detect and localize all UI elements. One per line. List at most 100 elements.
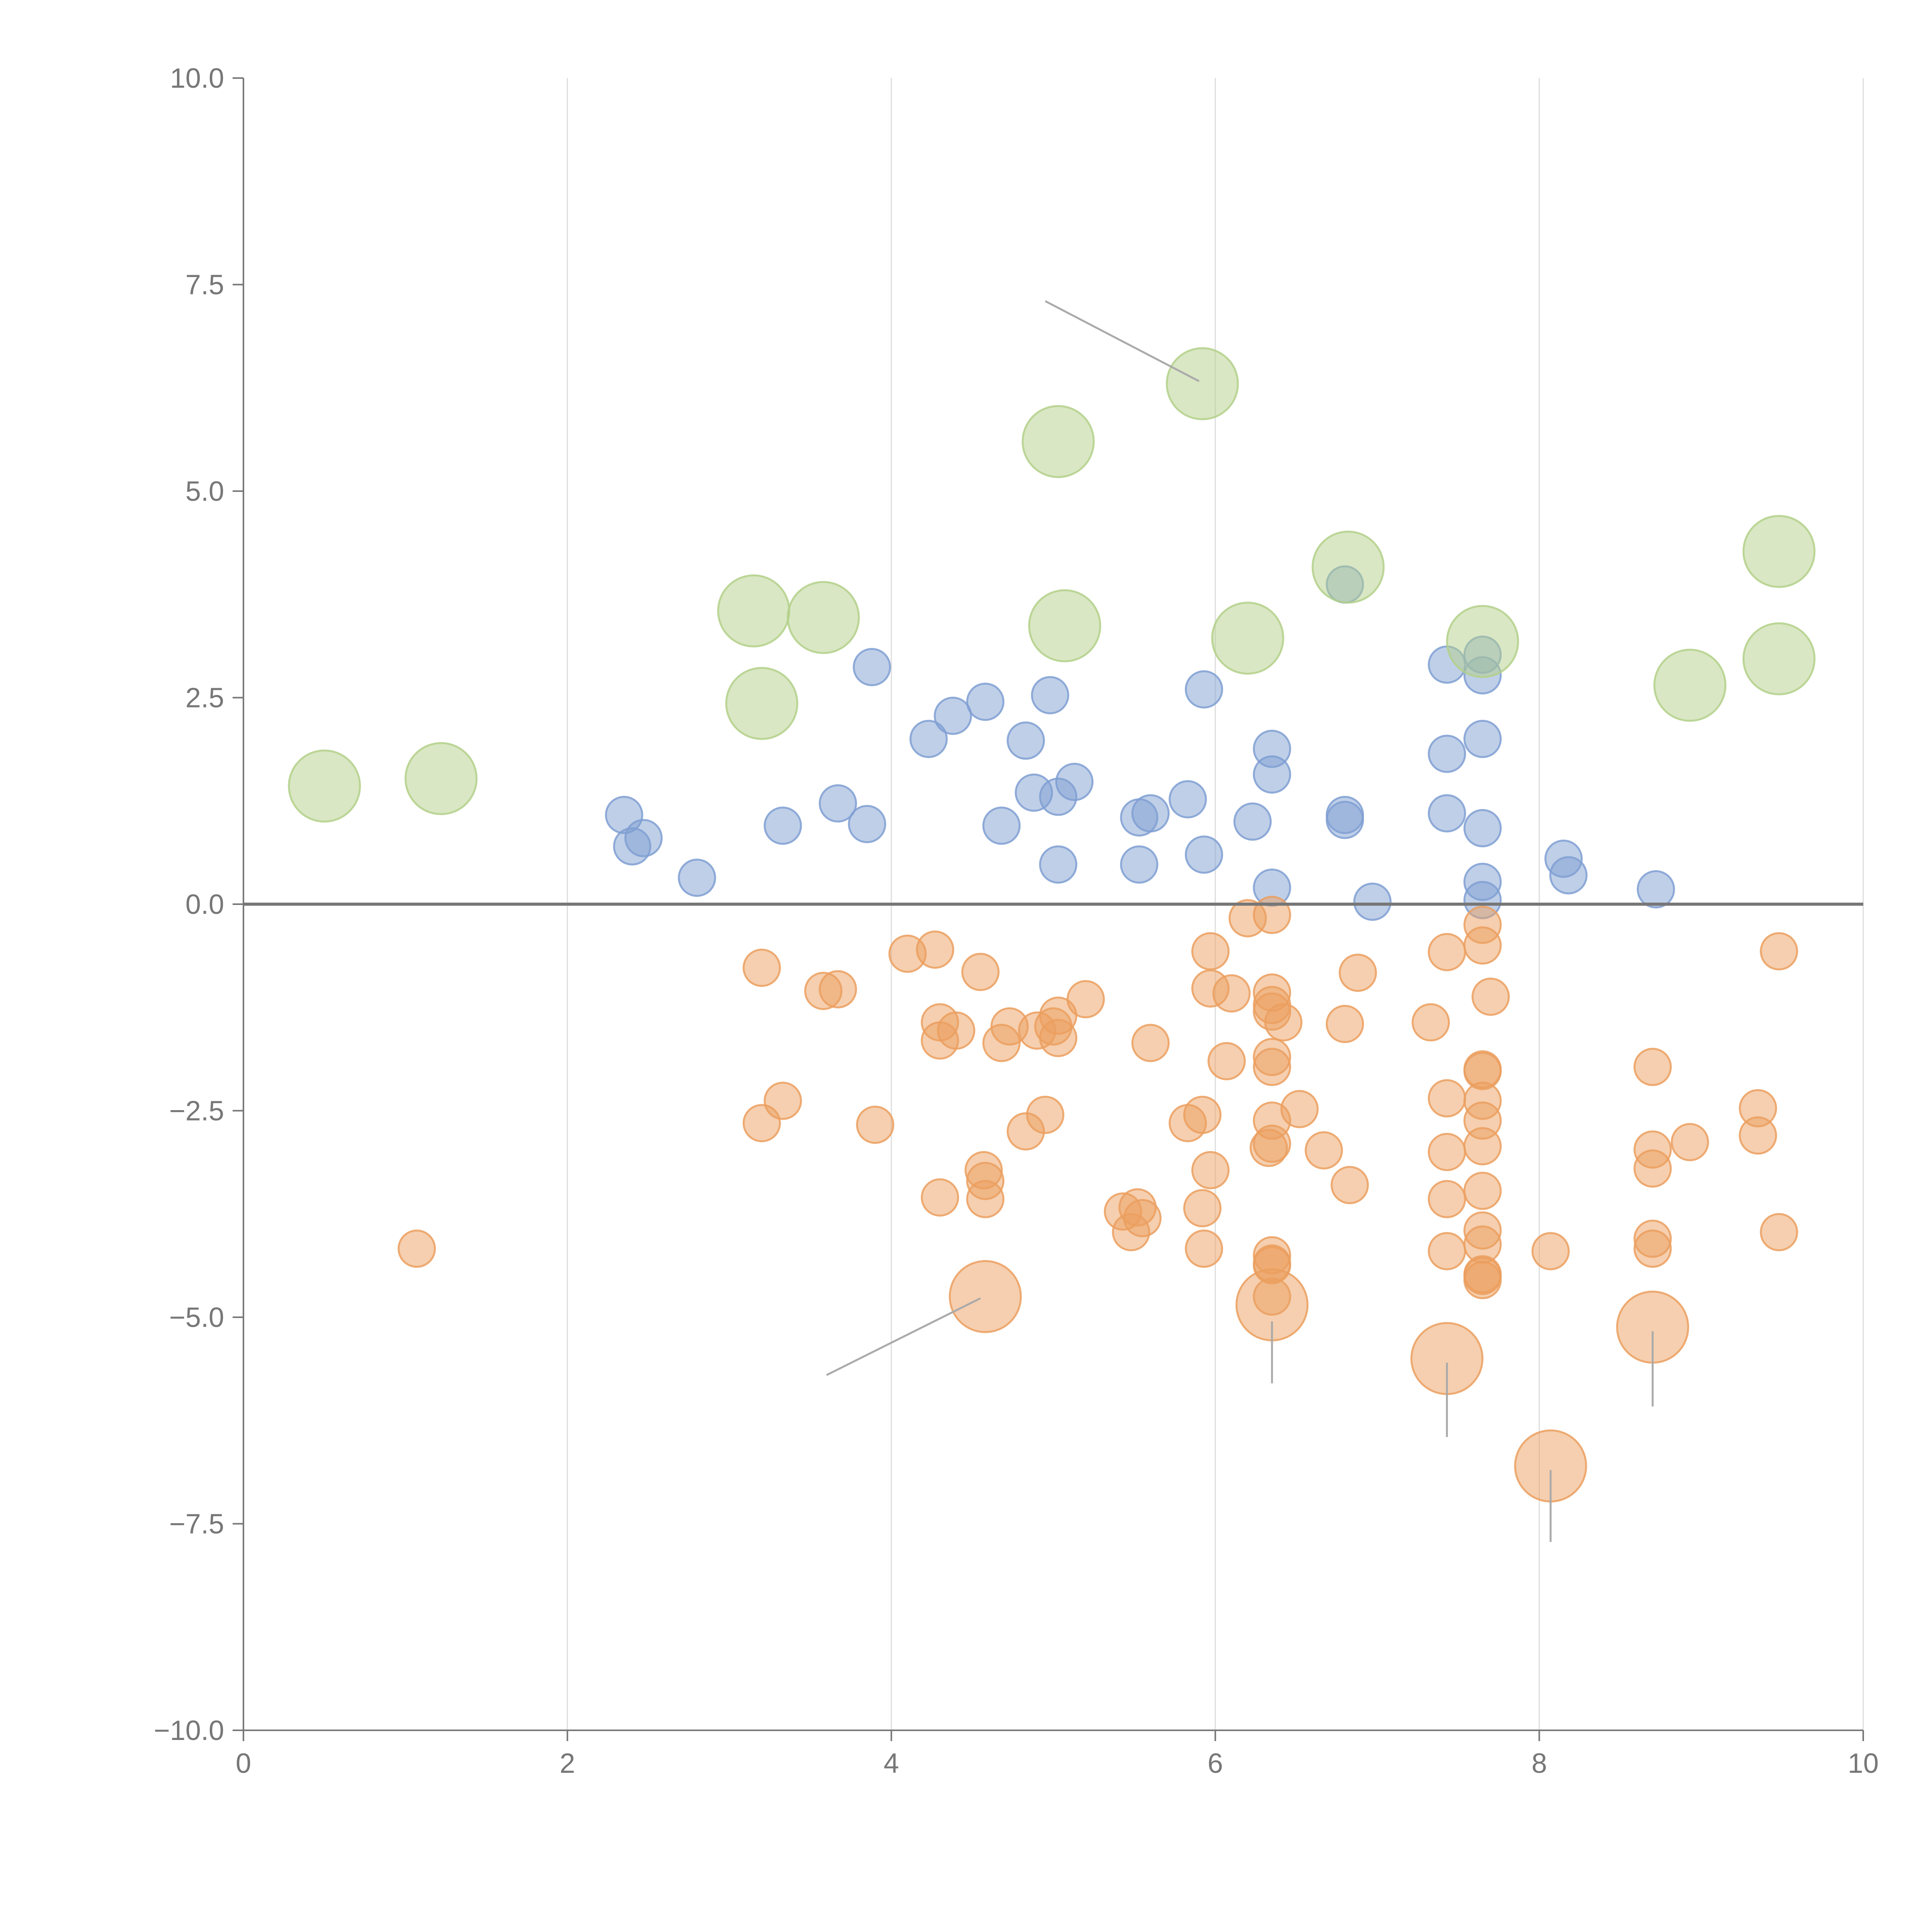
data-point-blue — [1353, 883, 1392, 921]
data-point-orange — [1428, 1079, 1466, 1117]
data-point-orange — [1633, 1149, 1672, 1188]
data-point-orange — [1760, 1213, 1798, 1252]
data-point-green — [1446, 605, 1519, 678]
data-point-orange — [1280, 1090, 1319, 1128]
data-point-green — [1166, 347, 1239, 420]
data-point-orange — [1304, 1131, 1343, 1170]
data-point-green — [717, 574, 790, 648]
data-point-orange — [398, 1230, 436, 1268]
data-points — [288, 347, 1816, 1503]
data-point-blue — [1549, 856, 1588, 895]
data-point-orange — [1131, 1024, 1170, 1062]
data-point-orange — [1185, 1230, 1223, 1268]
data-point-blue — [678, 859, 716, 897]
data-point-blue — [1039, 845, 1078, 884]
annotation-leader-line — [1044, 300, 1200, 382]
data-point-blue — [1120, 845, 1158, 884]
data-point-blue — [909, 719, 948, 758]
data-point-blue — [1168, 780, 1207, 818]
y-tick-label: −10.0 — [154, 1715, 224, 1746]
data-point-green — [1028, 589, 1101, 662]
annotation-leader-line — [826, 1297, 981, 1376]
data-point-blue — [1326, 801, 1364, 839]
data-point-blue — [818, 784, 857, 823]
data-point-orange — [1760, 932, 1798, 971]
data-point-orange — [1633, 1048, 1672, 1086]
x-tick-label: 4 — [884, 1748, 899, 1779]
data-point-orange — [1670, 1123, 1709, 1162]
data-point-blue — [1233, 802, 1272, 841]
data-point-orange — [921, 1178, 959, 1217]
data-point-orange — [1183, 1189, 1222, 1228]
data-point-blue — [624, 819, 663, 857]
data-point-blue — [966, 682, 1005, 721]
data-point-green — [787, 581, 860, 654]
data-point-orange — [1253, 896, 1291, 934]
data-point-orange — [1326, 1005, 1364, 1043]
data-point-blue — [934, 697, 972, 735]
y-tick-label: −7.5 — [169, 1509, 224, 1540]
data-point-orange — [1338, 953, 1377, 992]
data-point-orange — [1463, 1261, 1502, 1299]
data-point-orange — [1428, 1232, 1466, 1270]
data-point-orange — [1428, 1133, 1466, 1171]
data-point-orange — [742, 949, 781, 987]
data-point-blue — [1636, 870, 1675, 909]
data-point-blue — [1428, 794, 1466, 833]
data-point-orange — [1191, 1151, 1230, 1189]
data-point-blue — [764, 806, 802, 845]
data-point-orange — [818, 970, 857, 1009]
x-tick-label: 10 — [1848, 1748, 1879, 1779]
x-tick-label: 6 — [1208, 1748, 1223, 1779]
data-point-orange — [1463, 926, 1502, 965]
y-tick-label: 5.0 — [185, 476, 224, 507]
data-point-orange — [1330, 1166, 1369, 1204]
data-point-blue — [1463, 719, 1502, 758]
y-tick-label: 2.5 — [185, 683, 224, 714]
data-point-orange — [1026, 1095, 1065, 1134]
y-tick-label: 0.0 — [185, 889, 224, 920]
x-tick-label: 2 — [560, 1748, 575, 1779]
data-point-orange — [1428, 933, 1466, 971]
data-point-orange — [1739, 1116, 1777, 1155]
data-point-blue — [1055, 763, 1094, 801]
data-point-orange — [1212, 974, 1251, 1013]
data-point-blue — [1463, 809, 1502, 847]
data-point-blue — [1428, 735, 1466, 773]
data-point-blue — [1185, 670, 1223, 709]
axes: 0 2 4 6 8 10 10.0 7.5 5.0 2.5 0.0 −2.5 −5.0 −7.5 −10.0 — [154, 63, 1879, 1779]
data-point-green — [1742, 622, 1816, 696]
data-point-orange — [966, 1180, 1005, 1218]
data-point-green — [1022, 405, 1095, 478]
y-tick-label: −5.0 — [169, 1302, 224, 1333]
data-point-orange — [1463, 1127, 1502, 1165]
data-point-green — [1653, 648, 1726, 722]
data-point-blue — [1185, 835, 1223, 874]
data-point-orange — [937, 1011, 975, 1050]
data-point-green — [288, 749, 361, 823]
data-point-green — [1311, 531, 1385, 604]
data-point-orange — [1471, 977, 1510, 1016]
data-point-orange — [961, 952, 1000, 991]
x-tick-label: 8 — [1532, 1748, 1547, 1779]
data-point-orange — [1183, 1095, 1222, 1134]
data-point-orange — [1191, 932, 1230, 971]
data-point-green — [1742, 515, 1816, 588]
data-point-orange — [1428, 1180, 1466, 1218]
y-tick-label: 7.5 — [185, 270, 224, 301]
data-point-orange — [916, 930, 954, 969]
data-point-orange — [1208, 1042, 1246, 1080]
data-point-green — [725, 667, 798, 740]
data-point-blue — [1007, 721, 1045, 760]
data-point-orange — [1412, 1003, 1450, 1042]
y-tick-label: 10.0 — [170, 63, 224, 94]
data-point-blue — [848, 805, 886, 844]
data-point-orange — [856, 1105, 895, 1144]
data-point-blue — [1253, 755, 1291, 794]
data-point-orange — [1531, 1232, 1570, 1270]
data-point-blue — [982, 806, 1021, 845]
data-point-orange — [1123, 1199, 1162, 1237]
data-point-orange — [1633, 1230, 1672, 1268]
data-point-green — [404, 742, 478, 815]
